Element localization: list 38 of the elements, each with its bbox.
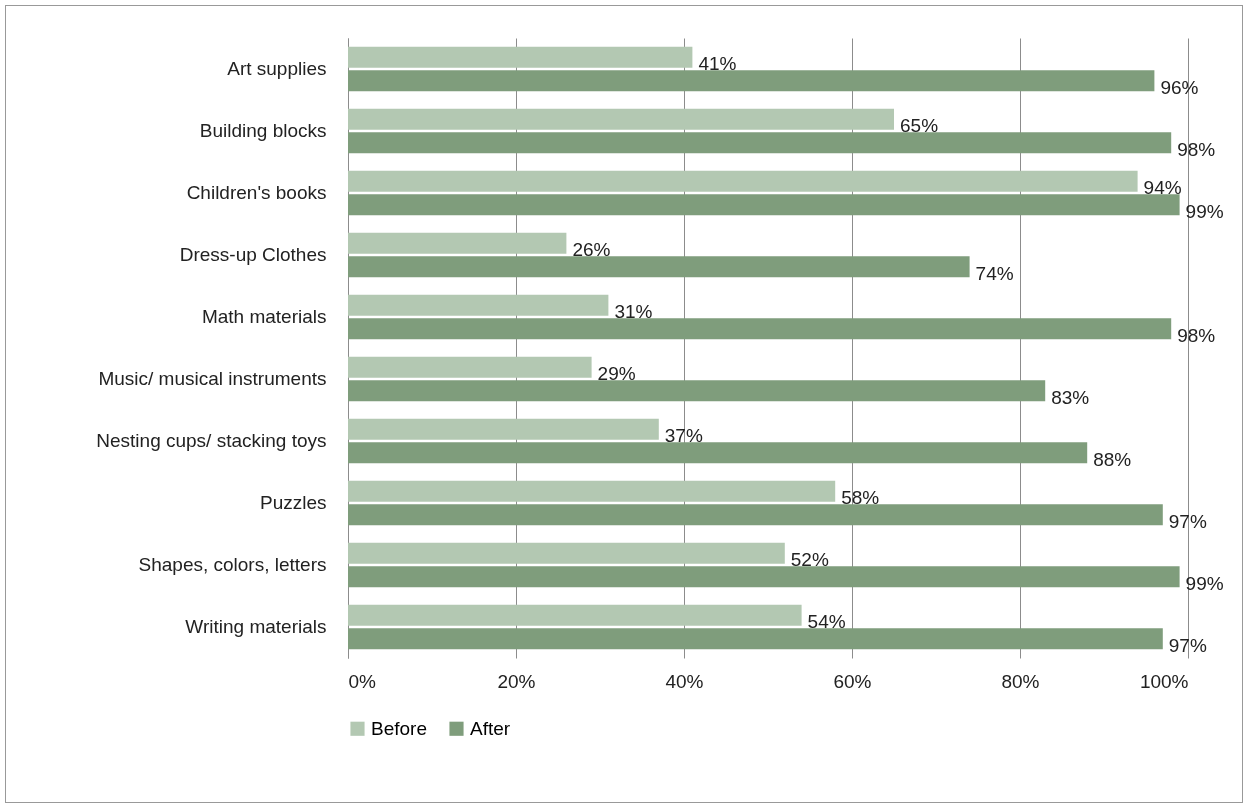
data-label: 52% — [790, 549, 829, 571]
data-label: 83% — [1051, 386, 1090, 408]
y-tick-label: Building blocks — [199, 120, 327, 141]
data-label: 98% — [1177, 138, 1216, 160]
y-tick-label: Puzzles — [259, 492, 327, 513]
legend-label: After — [470, 717, 511, 739]
y-tick-label: Art supplies — [227, 58, 327, 79]
data-label: 99% — [1185, 572, 1224, 594]
x-tick-label: 80% — [1001, 670, 1040, 692]
y-tick-label: Music/ musical instruments — [98, 368, 327, 389]
data-label: 96% — [1160, 76, 1199, 98]
data-label: 58% — [841, 487, 880, 509]
data-label: 29% — [597, 363, 636, 385]
y-tick-label: Dress-up Clothes — [179, 244, 327, 265]
x-tick-label: 100% — [1139, 670, 1189, 692]
x-tick-label: 40% — [665, 670, 704, 692]
y-tick-label: Writing materials — [185, 616, 327, 637]
data-label: 37% — [664, 425, 703, 447]
data-label: 54% — [807, 611, 846, 633]
y-tick-label: Math materials — [201, 306, 327, 327]
y-tick-label: Nesting cups/ stacking toys — [96, 430, 327, 451]
x-tick-label: 0% — [348, 670, 377, 692]
data-label: 94% — [1143, 177, 1182, 199]
legend-label: Before — [371, 717, 427, 739]
data-label: 99% — [1185, 200, 1224, 222]
data-label: 41% — [698, 53, 737, 75]
y-tick-label: Children's books — [186, 182, 327, 203]
data-label: 26% — [572, 239, 611, 261]
y-tick-label: Shapes, colors, letters — [138, 554, 327, 575]
data-label: 31% — [614, 301, 653, 323]
x-tick-label: 60% — [833, 670, 872, 692]
data-label: 97% — [1168, 510, 1207, 532]
data-label: 88% — [1093, 448, 1132, 470]
data-label: 98% — [1177, 324, 1216, 346]
data-label: 65% — [900, 115, 939, 137]
x-tick-label: 20% — [497, 670, 536, 692]
data-label: 74% — [975, 262, 1014, 284]
data-label: 97% — [1168, 634, 1207, 656]
